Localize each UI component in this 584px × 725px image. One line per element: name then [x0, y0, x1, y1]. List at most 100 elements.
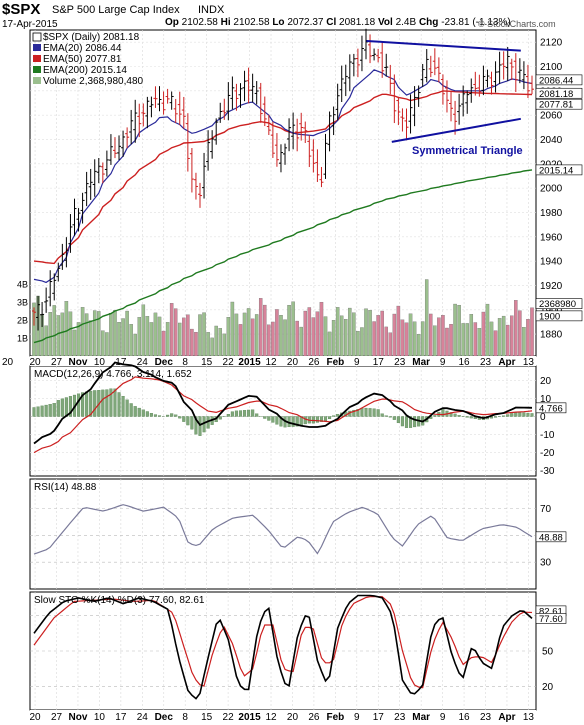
volume-bar: [291, 301, 295, 357]
sto-y-tick-label: 20: [542, 682, 554, 693]
macd-histogram-bar: [328, 416, 332, 420]
x-tick-label: 2015: [238, 357, 261, 368]
price-y-tick-label: 2100: [540, 62, 563, 73]
macd-histogram-bar: [170, 413, 174, 417]
x-tick-label: 23: [480, 357, 492, 368]
macd-histogram-bar: [52, 403, 56, 417]
macd-histogram-bar: [76, 393, 81, 417]
sto-value-badge: [535, 613, 567, 624]
macd-histogram-bar: [44, 404, 48, 417]
x-tick-label: Feb: [326, 357, 344, 368]
triangle-lower-trendline: [391, 117, 521, 143]
volume-bar: [48, 312, 52, 357]
bottom-x-tick-label: 12: [265, 712, 277, 723]
macd-histogram-bar: [230, 411, 234, 417]
bottom-x-tick-label: 10: [94, 712, 106, 723]
macd-histogram-bar: [368, 408, 372, 417]
bottom-x-axis-strip: [30, 710, 536, 722]
rsi-panel: [29, 478, 537, 590]
volume-bar: [258, 298, 263, 357]
bottom-x-tick-label: 27: [51, 712, 63, 723]
macd-histogram-bar: [137, 407, 141, 417]
volume-bar: [339, 315, 344, 357]
macd-histogram-bar: [303, 416, 307, 425]
macd-histogram-bar: [178, 416, 182, 419]
volume-bar: [52, 305, 56, 357]
volume-bar: [246, 308, 251, 357]
macd-y-tick-label: -20: [540, 448, 555, 459]
price-y-tick-label: 1940: [540, 257, 563, 268]
legend-swatch: [33, 55, 41, 62]
ohlc-bar: Op 2102.58 Hi 2102.58 Lo 2072.37 Cl 2081…: [165, 17, 511, 28]
volume-bar: [453, 303, 457, 357]
x-tick-label: 23: [394, 357, 406, 368]
volume-bar: [206, 332, 210, 357]
volume-bar: [510, 315, 514, 357]
volume-bar: [424, 279, 429, 357]
volume-bar: [101, 330, 105, 357]
macd-histogram-bar: [89, 390, 93, 417]
legend-label: Volume 2,368,980,480: [43, 76, 144, 87]
macd-histogram-bar: [271, 416, 275, 423]
macd-histogram-bar: [376, 409, 380, 417]
bottom-x-tick-label: 20: [287, 712, 299, 723]
volume-tick-label: 4B: [17, 280, 28, 290]
macd-histogram-bar: [279, 416, 283, 427]
volume-bar: [44, 325, 48, 357]
volume-bar: [327, 331, 332, 357]
macd-histogram-bar: [510, 413, 514, 417]
x-tick-label: 27: [51, 357, 63, 368]
stockcharts-watermark: © StockCharts.com: [478, 19, 556, 29]
volume-bar: [145, 316, 150, 357]
volume-bar: [518, 310, 522, 357]
volume-bar: [169, 303, 174, 357]
macd-y-tick-label: -10: [540, 430, 555, 441]
macd-histogram-bar: [494, 416, 498, 418]
volume-bar: [157, 316, 162, 357]
macd-histogram-bar: [133, 406, 137, 417]
price-value-badge-text: 2015.14: [539, 165, 573, 176]
x-tick-label: 8: [182, 357, 188, 368]
volume-bar: [105, 332, 109, 357]
volume-bar: [80, 307, 85, 357]
volume-bar: [133, 333, 137, 357]
volume-bar: [514, 300, 518, 357]
volume-bar: [238, 324, 243, 357]
vol-value: 2.4B: [395, 17, 417, 28]
macd-y-tick-label: -30: [540, 466, 555, 477]
low-label: Lo: [272, 17, 285, 28]
macd-histogram-bar: [186, 416, 190, 426]
macd-histogram-bar: [125, 399, 129, 417]
volume-bar: [522, 327, 526, 357]
volume-bar: [283, 319, 287, 357]
macd-histogram-bar: [441, 409, 445, 417]
macd-histogram-bar: [506, 414, 510, 417]
volume-bar: [505, 324, 510, 357]
bottom-x-tick-label: Mar: [412, 712, 430, 723]
index-name: S&P 500 Large Cap Index: [52, 4, 180, 16]
macd-histogram-bar: [408, 416, 413, 428]
volume-bar: [165, 322, 170, 357]
macd-histogram-bar: [404, 416, 409, 428]
volume-bar: [376, 315, 380, 357]
volume-bar: [412, 321, 417, 357]
macd-histogram-bar: [356, 409, 360, 417]
volume-bar: [88, 320, 93, 357]
x-tick-label: 16: [458, 357, 470, 368]
bottom-x-tick-label: 20: [29, 712, 41, 723]
volume-bar: [161, 330, 166, 357]
bottom-x-tick-label: 15: [201, 712, 213, 723]
rsi-panel-title: RSI(14) 48.88: [34, 482, 97, 493]
legend-label: EMA(200) 2015.14: [43, 65, 127, 76]
volume-bar: [396, 305, 401, 357]
bottom-x-tick-label: Feb: [326, 712, 344, 723]
volume-bar: [416, 334, 421, 357]
macd-histogram-bar: [457, 415, 461, 417]
volume-bar: [368, 310, 372, 357]
macd-histogram-bar: [372, 408, 376, 417]
macd-histogram-bar: [68, 396, 72, 417]
volume-bar: [392, 313, 397, 357]
price-y-tick-label: 1920: [540, 281, 563, 292]
macd-histogram-bar: [364, 407, 368, 417]
